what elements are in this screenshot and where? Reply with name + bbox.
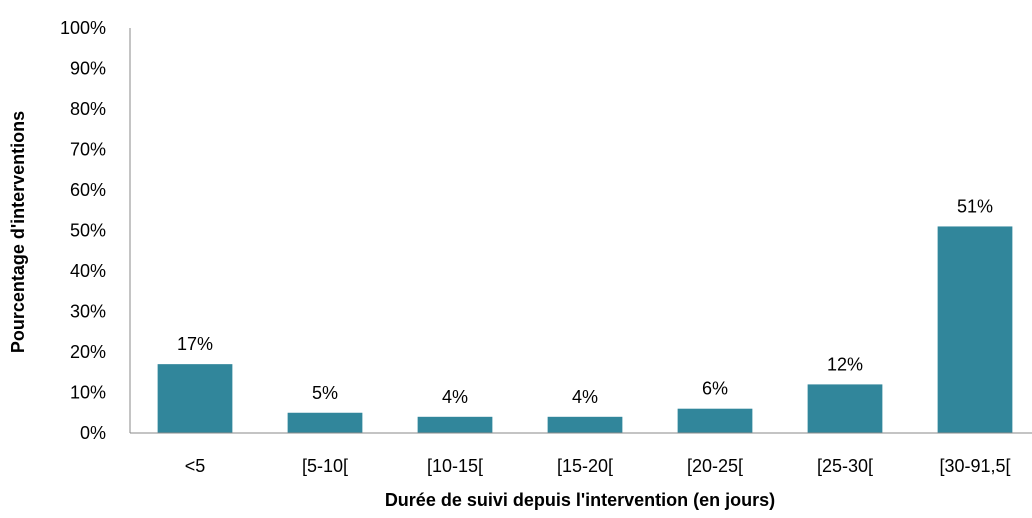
- value-labels: 17% 5% 4% 4% 6% 12% 51%: [177, 196, 993, 406]
- y-tick-label: 30%: [70, 302, 106, 322]
- value-label: 12%: [827, 354, 863, 374]
- y-tick-label: 40%: [70, 261, 106, 281]
- bar: [287, 412, 363, 433]
- bars: [157, 226, 1013, 433]
- x-category-label: [10-15[: [427, 456, 483, 476]
- y-tick-label: 50%: [70, 221, 106, 241]
- x-axis-title: Durée de suivi depuis l'intervention (en…: [385, 490, 775, 510]
- y-tick-label: 100%: [60, 18, 106, 38]
- x-category-label: <5: [185, 456, 206, 476]
- y-axis-title: Pourcentage d'interventions: [8, 111, 28, 353]
- value-label: 4%: [442, 387, 468, 407]
- value-label: 4%: [572, 387, 598, 407]
- x-category-label: [5-10[: [302, 456, 348, 476]
- bar: [807, 384, 883, 433]
- y-tick-label: 0%: [80, 423, 106, 443]
- value-label: 5%: [312, 383, 338, 403]
- x-category-label: [30-91,5[: [939, 456, 1010, 476]
- y-tick-label: 10%: [70, 383, 106, 403]
- value-label: 6%: [702, 379, 728, 399]
- y-tick-label: 80%: [70, 99, 106, 119]
- y-tick-label: 20%: [70, 342, 106, 362]
- bar: [417, 416, 493, 433]
- x-category-label: [15-20[: [557, 456, 613, 476]
- bar: [677, 408, 753, 433]
- y-axis-ticks: 0% 10% 20% 30% 40% 50% 60% 70% 80% 90% 100%: [60, 18, 106, 443]
- x-axis-categories: <5 [5-10[ [10-15[ [15-20[ [20-25[ [25-30[ [30-…: [185, 456, 1011, 476]
- bar: [157, 364, 233, 433]
- bar: [547, 416, 623, 433]
- value-label: 51%: [957, 196, 993, 216]
- x-category-label: [20-25[: [687, 456, 743, 476]
- bar: [937, 226, 1013, 433]
- value-label: 17%: [177, 334, 213, 354]
- y-tick-label: 60%: [70, 180, 106, 200]
- y-tick-label: 70%: [70, 140, 106, 160]
- x-category-label: [25-30[: [817, 456, 873, 476]
- y-tick-label: 90%: [70, 59, 106, 79]
